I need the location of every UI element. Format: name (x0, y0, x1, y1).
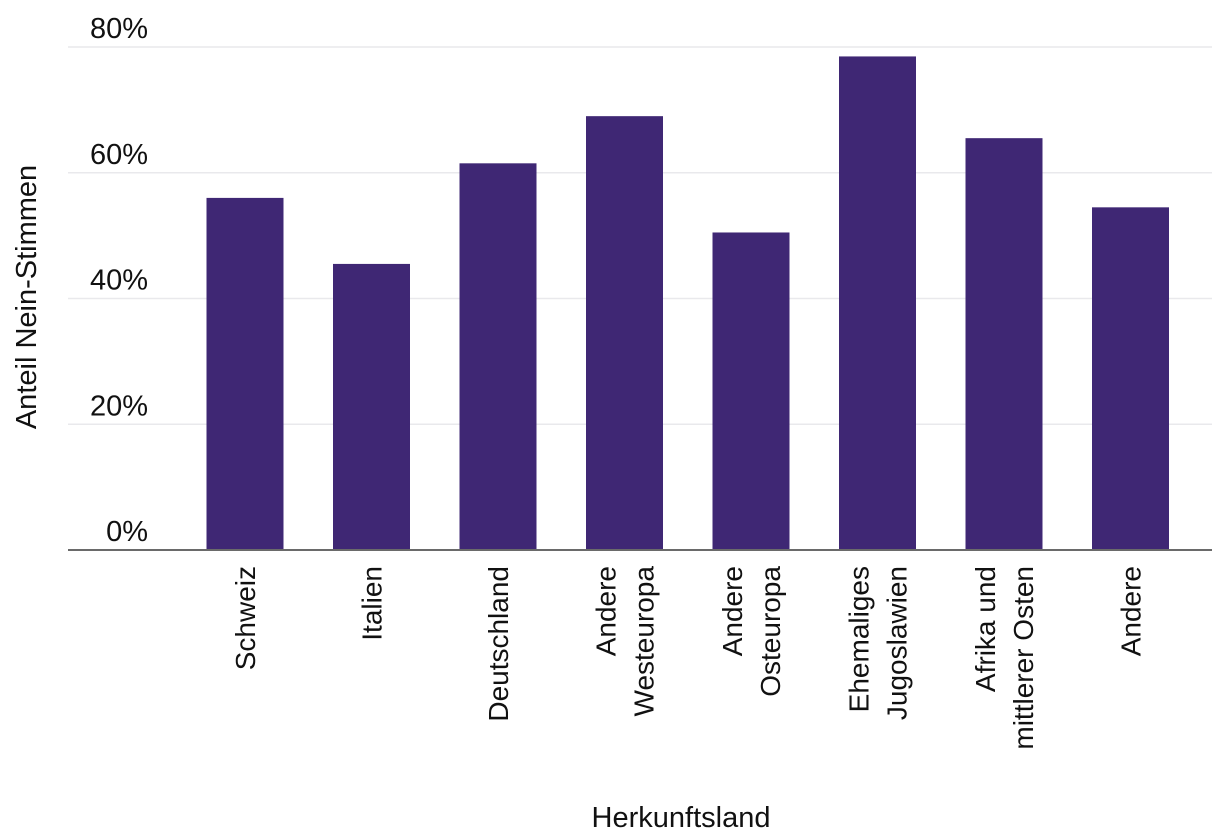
bar (1092, 207, 1169, 551)
x-category-line: Andere (1116, 566, 1147, 656)
x-category-label: Andere (1116, 566, 1147, 656)
x-category-text: Andere Osteuropa (717, 566, 786, 697)
bar (965, 138, 1043, 550)
x-category-text: Afrika und mittlerer Osten (970, 566, 1039, 750)
x-category-line: Ehemaliges (844, 566, 875, 712)
x-category-line: Jugoslawien (882, 566, 913, 720)
x-category-text: Andere (1116, 566, 1147, 656)
x-category-text: Ehemaliges Jugoslawien (844, 566, 913, 720)
bar (839, 56, 916, 551)
x-category-line: mittlerer Osten (1008, 566, 1039, 750)
x-category-labels: Schweiz Italien Deutschland Andere Westeurop… (230, 566, 1147, 750)
y-tick-label: 60% (90, 139, 148, 171)
x-category-line: Osteuropa (755, 566, 786, 697)
x-category-text: Andere Westeuropa (591, 566, 660, 717)
bar (712, 232, 790, 550)
x-category-label: Andere Osteuropa (717, 566, 786, 697)
x-category-line: Westeuropa (629, 566, 660, 717)
x-category-line: Italien (357, 566, 388, 641)
bars (206, 56, 1169, 551)
x-category-label: Ehemaliges Jugoslawien (844, 566, 913, 720)
x-category-line: Andere (717, 566, 748, 656)
y-axis-title: Anteil Nein-Stimmen (11, 165, 43, 429)
x-category-label: Afrika und mittlerer Osten (970, 566, 1039, 750)
bar (206, 197, 284, 550)
y-tick-label: 80% (90, 13, 148, 45)
x-category-text: Schweiz (230, 566, 261, 670)
bar (459, 163, 537, 550)
x-category-label: Italien (357, 566, 388, 641)
x-category-line: Andere (591, 566, 622, 656)
y-tick-label: 0% (106, 516, 148, 548)
y-tick-label: 20% (90, 390, 148, 422)
bar (586, 116, 663, 550)
x-category-label: Andere Westeuropa (591, 566, 660, 717)
y-tick-labels: 0% 20% 40% 60% 80% (90, 13, 148, 548)
x-category-line: Afrika und (970, 566, 1001, 692)
x-category-text: Italien (357, 566, 388, 641)
x-category-line: Schweiz (230, 566, 261, 670)
x-category-text: Deutschland (483, 566, 514, 722)
y-tick-label: 40% (90, 265, 148, 297)
x-axis-title: Herkunftsland (592, 802, 771, 833)
x-category-label: Deutschland (483, 566, 514, 722)
x-category-label: Schweiz (230, 566, 261, 670)
bar (333, 263, 410, 550)
x-category-line: Deutschland (483, 566, 514, 722)
